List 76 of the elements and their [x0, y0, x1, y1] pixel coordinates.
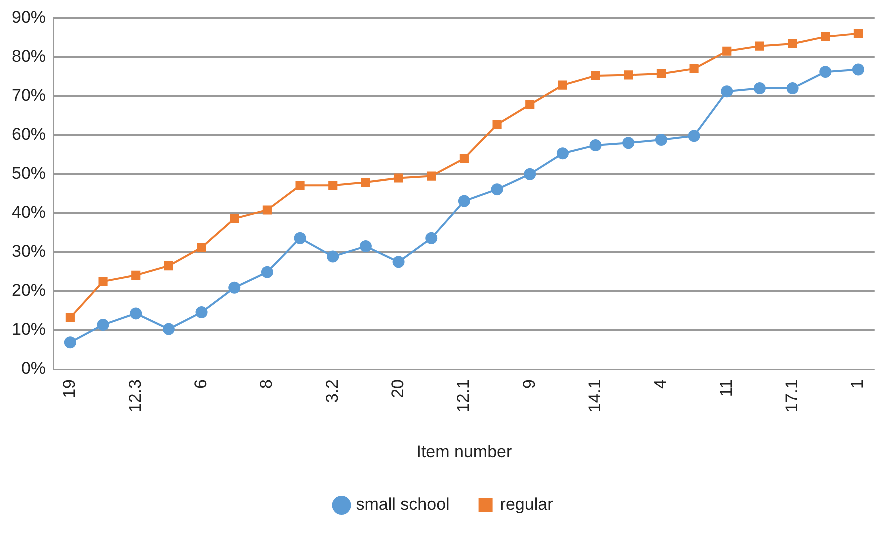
point	[361, 178, 370, 188]
point	[788, 39, 798, 48]
point	[786, 82, 799, 94]
y-tick-label: 10%	[12, 320, 46, 340]
point	[491, 184, 504, 196]
point	[688, 130, 700, 142]
x-tick-label: 4	[651, 380, 670, 389]
point	[97, 319, 110, 332]
point	[556, 148, 569, 160]
y-tick-label: 80%	[12, 46, 46, 66]
point	[524, 168, 536, 180]
y-tick-label: 20%	[12, 281, 46, 300]
y-tick-label: 70%	[12, 86, 46, 105]
point	[66, 313, 75, 323]
point	[392, 256, 405, 268]
y-tick-label: 40%	[12, 203, 46, 222]
point	[492, 120, 502, 130]
y-tick-label: 30%	[12, 242, 46, 262]
point	[754, 82, 766, 94]
point	[590, 139, 602, 152]
x-tick-label: 8	[257, 380, 276, 389]
point	[622, 137, 635, 150]
point	[852, 64, 864, 76]
point	[458, 195, 470, 208]
y-tick-label: 60%	[12, 124, 46, 144]
x-tick-label: 19	[60, 380, 80, 398]
point	[132, 270, 141, 280]
x-tick-label: 20	[388, 380, 408, 398]
x-tick-label: 12.1	[454, 380, 474, 413]
point	[98, 277, 108, 286]
x-tick-label: 6	[191, 380, 210, 389]
x-tick-label: 11	[716, 380, 736, 398]
point	[655, 134, 668, 146]
point	[230, 214, 240, 224]
point	[820, 66, 832, 78]
point	[197, 243, 206, 252]
point	[228, 282, 241, 294]
x-tick-label: 14.1	[585, 380, 604, 413]
point	[296, 181, 305, 190]
point	[164, 262, 174, 271]
point	[394, 174, 404, 183]
point	[130, 308, 142, 320]
point	[591, 71, 600, 81]
x-tick-label: 12.3	[126, 380, 145, 413]
point	[262, 206, 272, 215]
point	[755, 42, 764, 51]
point	[360, 240, 372, 253]
point	[162, 323, 175, 336]
point	[854, 29, 863, 38]
point	[624, 70, 634, 80]
y-tick-label: 0%	[21, 359, 46, 378]
point	[526, 100, 535, 110]
point	[426, 232, 438, 244]
x-tick-label: 17.1	[782, 380, 802, 413]
x-tick-label: 3.2	[322, 380, 342, 404]
point	[427, 172, 436, 181]
y-tick-label: 90%	[12, 8, 46, 27]
legend-label: regular	[500, 495, 554, 514]
point	[328, 181, 338, 190]
point	[690, 64, 699, 74]
point	[460, 154, 469, 164]
x-tick-label: 1	[848, 380, 868, 389]
point	[722, 46, 732, 56]
point	[196, 306, 208, 319]
point	[327, 250, 340, 263]
legend-label: small school	[356, 495, 450, 514]
point	[558, 80, 568, 90]
x-tick-label: 9	[520, 380, 539, 389]
point	[64, 336, 76, 349]
point	[721, 86, 734, 98]
y-tick-label: 50%	[12, 164, 46, 184]
point	[821, 32, 830, 42]
point	[261, 266, 274, 278]
x-axis-title: Item number	[416, 442, 512, 462]
point	[656, 69, 666, 79]
point	[294, 232, 306, 244]
